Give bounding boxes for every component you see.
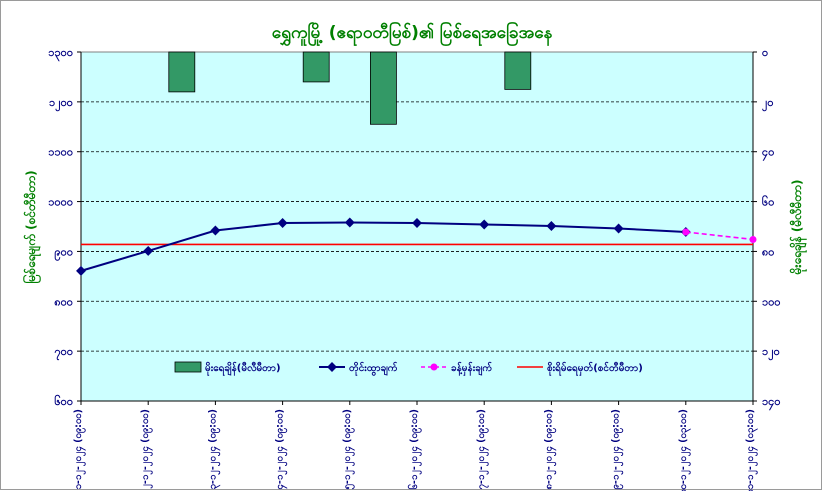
x-tick-label: ၆-၁၂-၂၀၂၄ (၀၉:၀၀) [409, 409, 422, 489]
left-tick-label: ၁၂၀၀ [49, 96, 73, 112]
observed-point [412, 218, 422, 228]
x-tick-label: ၃-၁၂-၂၀၂၄ (၀၉:၀၀) [207, 409, 220, 489]
right-tick-label: ၁၂၀ [762, 345, 780, 361]
legend-label-rain: မိုးရေချိန်(မီလီမီတာ) [205, 361, 281, 377]
y-axis-right-label: မိုးရေချိန် (မီလီမီတာ) [788, 180, 808, 276]
left-tick-label: ၇၀၀ [54, 345, 73, 361]
x-tick-label: ၄-၁၂-၂၀၂၄ (၀၉:၀၀) [275, 409, 288, 489]
observed-point [210, 225, 221, 236]
chart-title: ရွှေကူမြို့ (ဧရာဝတီမြစ်)၏ မြစ်ရေအခြေအနေ [272, 20, 553, 47]
x-tick-label: ၁၁-၁၂-၂၀၂၄ (၀၃:၀၀) [745, 409, 758, 491]
forecast-point [749, 235, 757, 243]
legend-label-forecast: ခန့်မှန်းချက် [451, 361, 492, 377]
x-tick-label: ၁၀-၁၂-၂၀၂၄ (၀၃:၀၀) [678, 409, 691, 491]
left-tick-label: ၁၀၀၀ [48, 196, 73, 209]
right-tick-label: ၁၄၀ [762, 395, 781, 411]
observed-point [479, 219, 490, 230]
legend: မိုးရေချိန်(မီလီမီတာ) တိုင်းထွာချက် ခန့်မှ… [174, 361, 643, 377]
legend-label-observed: တိုင်းထွာချက် [349, 361, 398, 377]
rain-bar [504, 51, 532, 90]
x-tick-label: ၈-၁၂-၂၀၂၄ (၀၉:၀၀) [543, 409, 556, 490]
observed-point [546, 221, 557, 231]
right-tick-label: ၄၀ [762, 146, 774, 162]
legend-marker-observed [327, 362, 337, 372]
left-tick-label: ၈၀၀ [54, 295, 73, 308]
x-tick-label: ၂-၁၂-၂၀၂၄ (၀၉:၀၀) [140, 409, 153, 489]
legend-label-warning: စိုးရိမ်ရေမှတ်(စင်တီမီတာ) [547, 361, 643, 377]
rain-bar [168, 51, 196, 93]
observed-point [277, 218, 288, 228]
right-tick-label: ၂၀ [762, 96, 774, 112]
x-tick-label: ၁-၁၂-၂၀၂၄ (၀၉:၀၀) [73, 409, 86, 489]
observed-point [613, 223, 624, 234]
legend-marker-forecast [430, 363, 438, 371]
observed-point [344, 217, 355, 228]
y-axis-left-label: မြစ်ရေမျက် (စင်တီမီတာ) [21, 170, 42, 283]
forecast-point [682, 228, 690, 236]
x-tick-label: ၇-၁၂-၂၀၂၄ (၀၉:၀၀) [476, 409, 489, 489]
right-tick-label: ၀ [762, 46, 768, 59]
left-tick-label: ၉၀၀ [54, 245, 73, 261]
x-tick-label: ၅-၁၂-၂၀၂၄ (၀၉:၀၀) [342, 409, 355, 489]
forecast-line [685, 231, 754, 241]
right-tick-label: ၁၀၀ [762, 295, 781, 308]
left-tick-label: ၆၀၀ [54, 395, 73, 408]
rain-bar [369, 51, 397, 125]
legend-swatch-rain [174, 361, 202, 373]
x-tick-label: ၉-၁၂-၂၀၂၄ (၀၉:၀၀) [611, 409, 624, 489]
observed-point [143, 245, 154, 256]
left-tick-label: ၁၃၀၀ [48, 46, 73, 62]
left-tick-label: ၁၁၀၀ [48, 146, 73, 159]
observed-line [80, 221, 686, 272]
rain-bar [302, 51, 330, 83]
right-tick-label: ၆၀ [762, 196, 774, 209]
right-tick-label: ၈၀ [762, 245, 774, 258]
